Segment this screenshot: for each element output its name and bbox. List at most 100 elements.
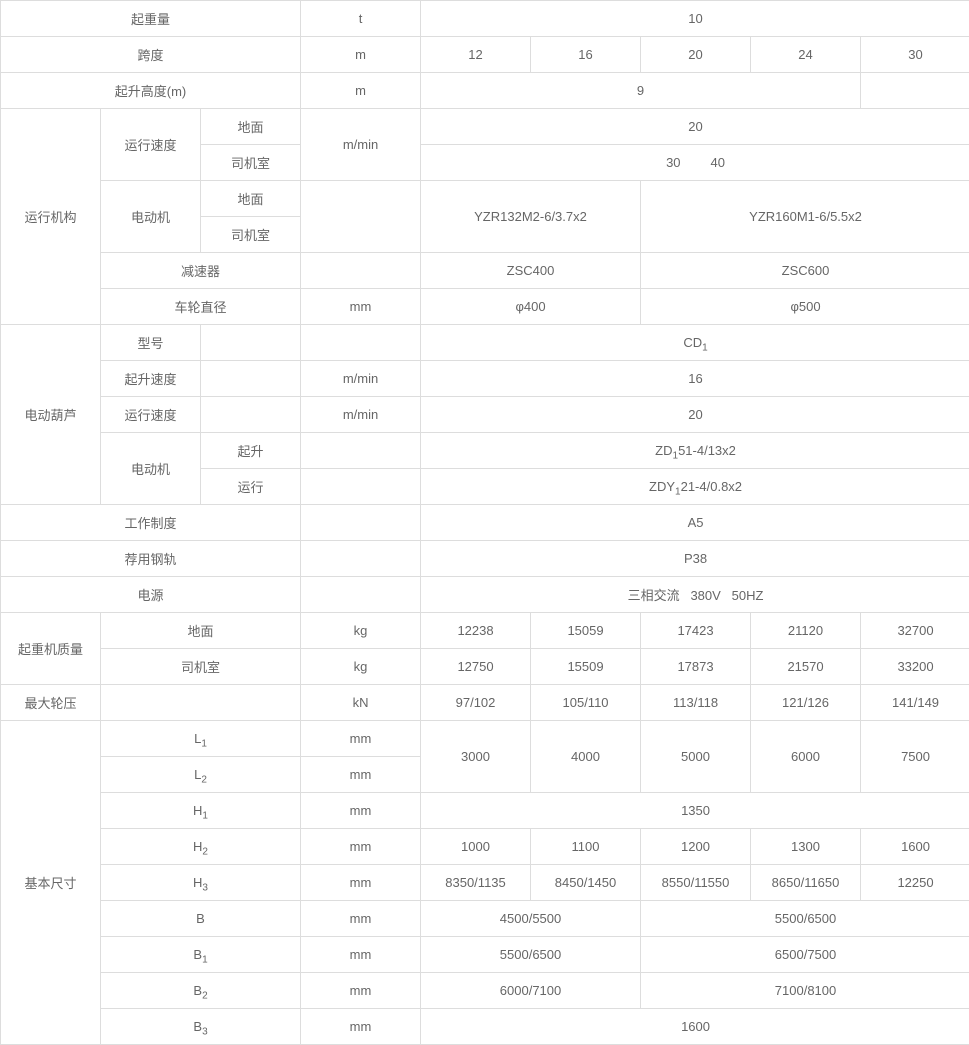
sub-label: 地面 — [101, 613, 301, 649]
value-cell: 三相交流 380V 50HZ — [421, 577, 969, 613]
sub-label: 地面 — [201, 181, 301, 217]
value-cell: 121/126 — [751, 685, 861, 721]
sub-label: 电动机 — [101, 433, 201, 505]
unit-cell: mm — [301, 901, 421, 937]
row-label: 电源 — [1, 577, 301, 613]
value-cell: 6500/7500 — [641, 937, 969, 973]
sub-label: 型号 — [101, 325, 201, 361]
value-cell — [861, 73, 969, 109]
unit-cell: m — [301, 37, 421, 73]
table-row: 电动机 地面 YZR132M2-6/3.7x2 YZR160M1-6/5.5x2 — [1, 181, 969, 217]
subscript: 3 — [202, 883, 208, 894]
subscript: 2 — [202, 847, 208, 858]
value-cell: P38 — [421, 541, 969, 577]
table-row: 基本尺寸 L1 mm 3000 4000 5000 6000 7500 — [1, 721, 969, 757]
value-cell: 12238 — [421, 613, 531, 649]
value-cell: CD1 — [421, 325, 969, 361]
value-cell: 12 — [421, 37, 531, 73]
sub-label: B1 — [101, 937, 301, 973]
unit-cell: mm — [301, 721, 421, 757]
row-label: 运行机构 — [1, 109, 101, 325]
sub-label: B3 — [101, 1009, 301, 1045]
unit-cell: m/min — [301, 397, 421, 433]
value-text: CD — [683, 335, 702, 350]
value-cell: 8450/1450 — [531, 865, 641, 901]
unit-cell: m/min — [301, 109, 421, 181]
row-label: 电动葫芦 — [1, 325, 101, 505]
subscript: 1 — [202, 811, 208, 822]
unit-cell: m/min — [301, 361, 421, 397]
row-label: 荐用钢轨 — [1, 541, 301, 577]
spec-table: 起重量 t 10 跨度 m 12 16 20 24 30 起升高度(m) m 9… — [0, 0, 969, 1045]
row-label: 起重机质量 — [1, 613, 101, 685]
sub-label: 起升 — [201, 433, 301, 469]
subscript: 2 — [202, 991, 208, 1002]
value-cell: A5 — [421, 505, 969, 541]
value-cell: ZSC600 — [641, 253, 969, 289]
value-cell: 32700 — [861, 613, 969, 649]
sub-label: 电动机 — [101, 181, 201, 253]
table-row: B1 mm 5500/6500 6500/7500 — [1, 937, 969, 973]
value-cell: 16 — [531, 37, 641, 73]
sub-label: 司机室 — [201, 145, 301, 181]
value-text: B — [193, 983, 202, 998]
value-cell: 4500/5500 — [421, 901, 641, 937]
sub-label: B2 — [101, 973, 301, 1009]
sub-label: H2 — [101, 829, 301, 865]
value-cell: 33200 — [861, 649, 969, 685]
value-cell: ZDY121-4/0.8x2 — [421, 469, 969, 505]
value-cell: 8650/11650 — [751, 865, 861, 901]
sub-label: 减速器 — [101, 253, 301, 289]
sub-label — [201, 397, 301, 433]
value-cell: 17873 — [641, 649, 751, 685]
table-row: 起升高度(m) m 9 — [1, 73, 969, 109]
sub-label: 车轮直径 — [101, 289, 301, 325]
table-row: 跨度 m 12 16 20 24 30 — [1, 37, 969, 73]
unit-cell — [301, 433, 421, 469]
table-row: 最大轮压 kN 97/102 105/110 113/118 121/126 1… — [1, 685, 969, 721]
value-cell: 5500/6500 — [641, 901, 969, 937]
value-cell: YZR160M1-6/5.5x2 — [641, 181, 969, 253]
unit-cell — [301, 469, 421, 505]
unit-cell: mm — [301, 757, 421, 793]
unit-cell: mm — [301, 289, 421, 325]
unit-cell: kg — [301, 649, 421, 685]
sub-label: 司机室 — [101, 649, 301, 685]
value-cell: 16 — [421, 361, 969, 397]
unit-cell — [301, 577, 421, 613]
table-row: 电动机 起升 ZD151-4/13x2 — [1, 433, 969, 469]
row-label: 最大轮压 — [1, 685, 101, 721]
value-cell: 15059 — [531, 613, 641, 649]
value-text: H — [193, 839, 202, 854]
value-cell: 8550/11550 — [641, 865, 751, 901]
value-cell: 15509 — [531, 649, 641, 685]
table-row: H2 mm 1000 1100 1200 1300 1600 — [1, 829, 969, 865]
sub-label — [201, 325, 301, 361]
value-cell: 1200 — [641, 829, 751, 865]
subscript: 1 — [702, 343, 708, 354]
table-row: 电源 三相交流 380V 50HZ — [1, 577, 969, 613]
unit-cell: t — [301, 1, 421, 37]
table-row: 司机室 kg 12750 15509 17873 21570 33200 — [1, 649, 969, 685]
value-cell: 21120 — [751, 613, 861, 649]
unit-cell: mm — [301, 937, 421, 973]
sub-label: B — [101, 901, 301, 937]
value-text: 40 — [711, 155, 725, 170]
subscript: 3 — [202, 1027, 208, 1038]
unit-cell: mm — [301, 865, 421, 901]
value-cell: 12750 — [421, 649, 531, 685]
value-cell: 1350 — [421, 793, 969, 829]
value-cell: φ500 — [641, 289, 969, 325]
unit-cell: mm — [301, 793, 421, 829]
value-cell: ZSC400 — [421, 253, 641, 289]
row-label: 基本尺寸 — [1, 721, 101, 1045]
sub-label: L2 — [101, 757, 301, 793]
unit-cell: kg — [301, 613, 421, 649]
value-cell: 8350/1135 — [421, 865, 531, 901]
value-cell: 30 — [861, 37, 969, 73]
unit-cell: mm — [301, 1009, 421, 1045]
sub-label: H1 — [101, 793, 301, 829]
value-cell: 7100/8100 — [641, 973, 969, 1009]
value-cell: 5000 — [641, 721, 751, 793]
value-text: ZD — [655, 443, 672, 458]
